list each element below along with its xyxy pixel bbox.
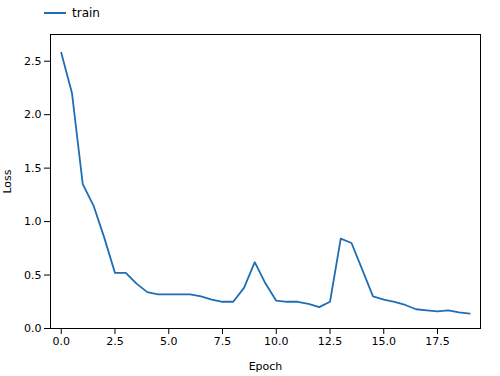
svg-text:0.5: 0.5 [24, 269, 42, 282]
svg-text:0.0: 0.0 [24, 322, 42, 335]
svg-text:10.0: 10.0 [264, 335, 289, 348]
svg-text:7.5: 7.5 [214, 335, 232, 348]
svg-text:15.0: 15.0 [372, 335, 397, 348]
svg-text:2.5: 2.5 [24, 55, 42, 68]
svg-text:Epoch: Epoch [249, 360, 283, 373]
svg-text:1.5: 1.5 [24, 162, 42, 175]
svg-text:12.5: 12.5 [318, 335, 343, 348]
svg-text:2.0: 2.0 [24, 108, 42, 121]
svg-text:5.0: 5.0 [160, 335, 178, 348]
svg-text:2.5: 2.5 [106, 335, 124, 348]
html-text:train: train [72, 6, 100, 20]
svg-text:0.0: 0.0 [53, 335, 71, 348]
svg-text:17.5: 17.5 [425, 335, 450, 348]
svg-text:1.0: 1.0 [24, 215, 42, 228]
svg-text:Loss: Loss [1, 169, 14, 193]
